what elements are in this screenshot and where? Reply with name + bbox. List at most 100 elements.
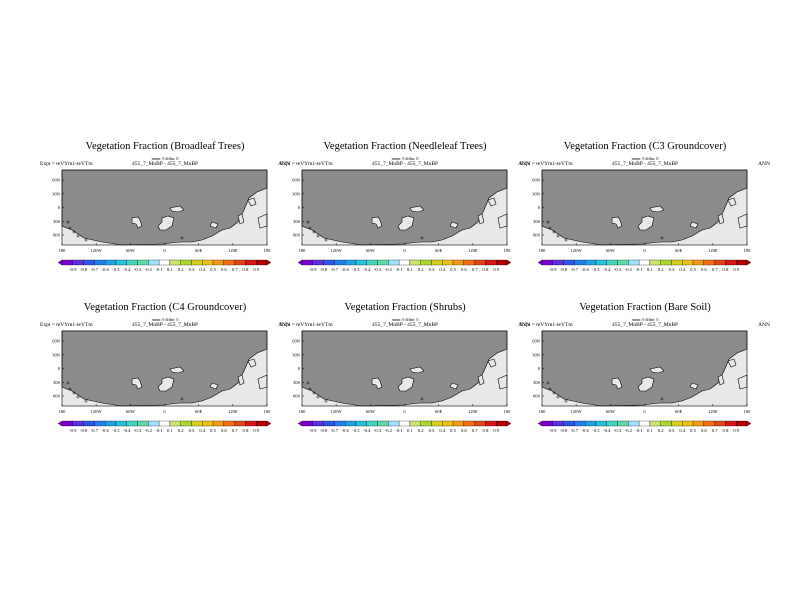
lon-tick-label: 120E (708, 409, 718, 414)
island (66, 381, 70, 385)
colorbar-swatch (72, 259, 84, 266)
colorbar-swatch (61, 259, 73, 266)
colorbar-left-arrow (297, 420, 303, 427)
colorbar-label: -0.4 (123, 267, 131, 272)
colorbar-swatch (355, 420, 367, 427)
map-plot: 180 120W 60W 0 60E 120E 180 60N 30N 0 30S 60S (532, 169, 751, 253)
lat-tick-label: 60S (293, 233, 301, 238)
colorbar-label: 0.8 (243, 428, 249, 433)
lon-tick-label: 60E (435, 248, 443, 253)
colorbar-label: 0.3 (429, 428, 435, 433)
lat-tick-label: 60N (52, 178, 61, 183)
colorbar-swatch (671, 420, 683, 427)
lon-tick-label: 0 (163, 409, 166, 414)
colorbar-swatch (736, 420, 748, 427)
colorbar-swatch (137, 259, 149, 266)
colorbar-swatch (301, 259, 313, 266)
colorbar-swatch (245, 259, 257, 266)
colorbar-swatch (180, 420, 192, 427)
colorbar-label: -0.1 (155, 267, 163, 272)
water-body (397, 215, 415, 231)
colorbar-label: 0.5 (690, 267, 696, 272)
colorbar-swatch (148, 259, 160, 266)
lon-tick-label: 120E (468, 409, 478, 414)
lon-tick-label: 60W (126, 248, 136, 253)
colorbar-swatch (94, 420, 106, 427)
lon-tick-label: 120E (228, 248, 238, 253)
colorbar-label: -0.9 (309, 267, 317, 272)
colorbar: -0.9 -0.8 -0.7 -0.6 -0.5 -0.4 -0.3 -0.2 -0.1 0.1 0… (537, 259, 752, 272)
colorbar-swatch (126, 420, 138, 427)
colorbar-swatch (574, 259, 586, 266)
panel-stats: mean: 0 diffm: 0 (391, 317, 419, 322)
colorbar-swatch (180, 259, 192, 266)
lat-tick-label: 30N (292, 352, 301, 357)
colorbar-label: 0.4 (679, 428, 685, 433)
run-ids: 455_7_MnBP - 455_7_MnBP (131, 322, 199, 328)
island (556, 234, 560, 238)
colorbar-label: -0.4 (123, 428, 131, 433)
colorbar-label: -0.9 (549, 267, 557, 272)
colorbar-label: -0.2 (145, 267, 153, 272)
colorbar-swatch (345, 259, 357, 266)
colorbar-swatch (94, 259, 106, 266)
island (72, 391, 76, 395)
colorbar-label: -0.6 (342, 428, 350, 433)
colorbar-label: 0.4 (439, 428, 445, 433)
water-body (637, 376, 655, 392)
lat-tick-label: 60S (53, 233, 61, 238)
colorbar-label: -0.5 (112, 267, 120, 272)
water-body (611, 377, 623, 390)
lon-tick-label: 180 (539, 409, 547, 414)
colorbar-label: 0.3 (189, 428, 195, 433)
colorbar-label: 0.6 (701, 267, 707, 272)
island (306, 220, 310, 224)
island (564, 238, 568, 242)
colorbar-label: 0.2 (418, 267, 424, 272)
island (76, 234, 80, 238)
water-body (477, 374, 485, 386)
colorbar-swatch (585, 420, 597, 427)
colorbar-swatch (377, 420, 389, 427)
colorbar-swatch (420, 259, 432, 266)
colorbar-swatch (682, 420, 694, 427)
water-body (371, 216, 383, 229)
panel-stats: mean: 0 diffm: 0 (631, 156, 659, 161)
colorbar-label: 0.8 (723, 267, 729, 272)
colorbar-label: 0.1 (647, 428, 653, 433)
colorbar-label: 0.7 (232, 267, 238, 272)
colorbar-label: 0.7 (472, 267, 478, 272)
panel-title: Vegetation Fraction (C3 Groundcover) (563, 141, 727, 152)
lat-tick-label: 60S (53, 394, 61, 399)
island (308, 387, 312, 391)
colorbar-swatch (388, 420, 400, 427)
colorbar-label: 0.8 (483, 428, 489, 433)
colorbar-swatch (202, 420, 214, 427)
colorbar-swatch (169, 259, 181, 266)
colorbar-label: -0.3 (374, 267, 382, 272)
water-body (727, 358, 737, 368)
colorbar-swatch (105, 420, 117, 427)
colorbar-label: -0.4 (363, 428, 371, 433)
panel-title: Vegetation Fraction (C4 Groundcover) (83, 302, 247, 313)
colorbar-swatch (496, 259, 508, 266)
colorbar-swatch (736, 259, 748, 266)
colorbar-left-arrow (57, 259, 63, 266)
season-label: ANN (278, 322, 290, 328)
lat-tick-label: 30N (292, 191, 301, 196)
island (68, 387, 72, 391)
lon-tick-label: 0 (643, 409, 646, 414)
colorbar-left-arrow (297, 259, 303, 266)
water-body (157, 215, 175, 231)
colorbar-swatch (398, 420, 411, 427)
colorbar-label: 0.2 (178, 428, 184, 433)
run-ids: 455_7_MnBP - 455_7_MnBP (131, 161, 199, 167)
lat-tick-label: 0 (538, 205, 541, 210)
land-layer (301, 330, 508, 407)
lon-tick-label: 60W (126, 409, 136, 414)
colorbar-label: -0.7 (571, 267, 579, 272)
colorbar-label: -0.5 (352, 428, 360, 433)
colorbar-swatch (703, 259, 715, 266)
water-body (449, 221, 459, 229)
colorbar-label: -0.7 (571, 428, 579, 433)
